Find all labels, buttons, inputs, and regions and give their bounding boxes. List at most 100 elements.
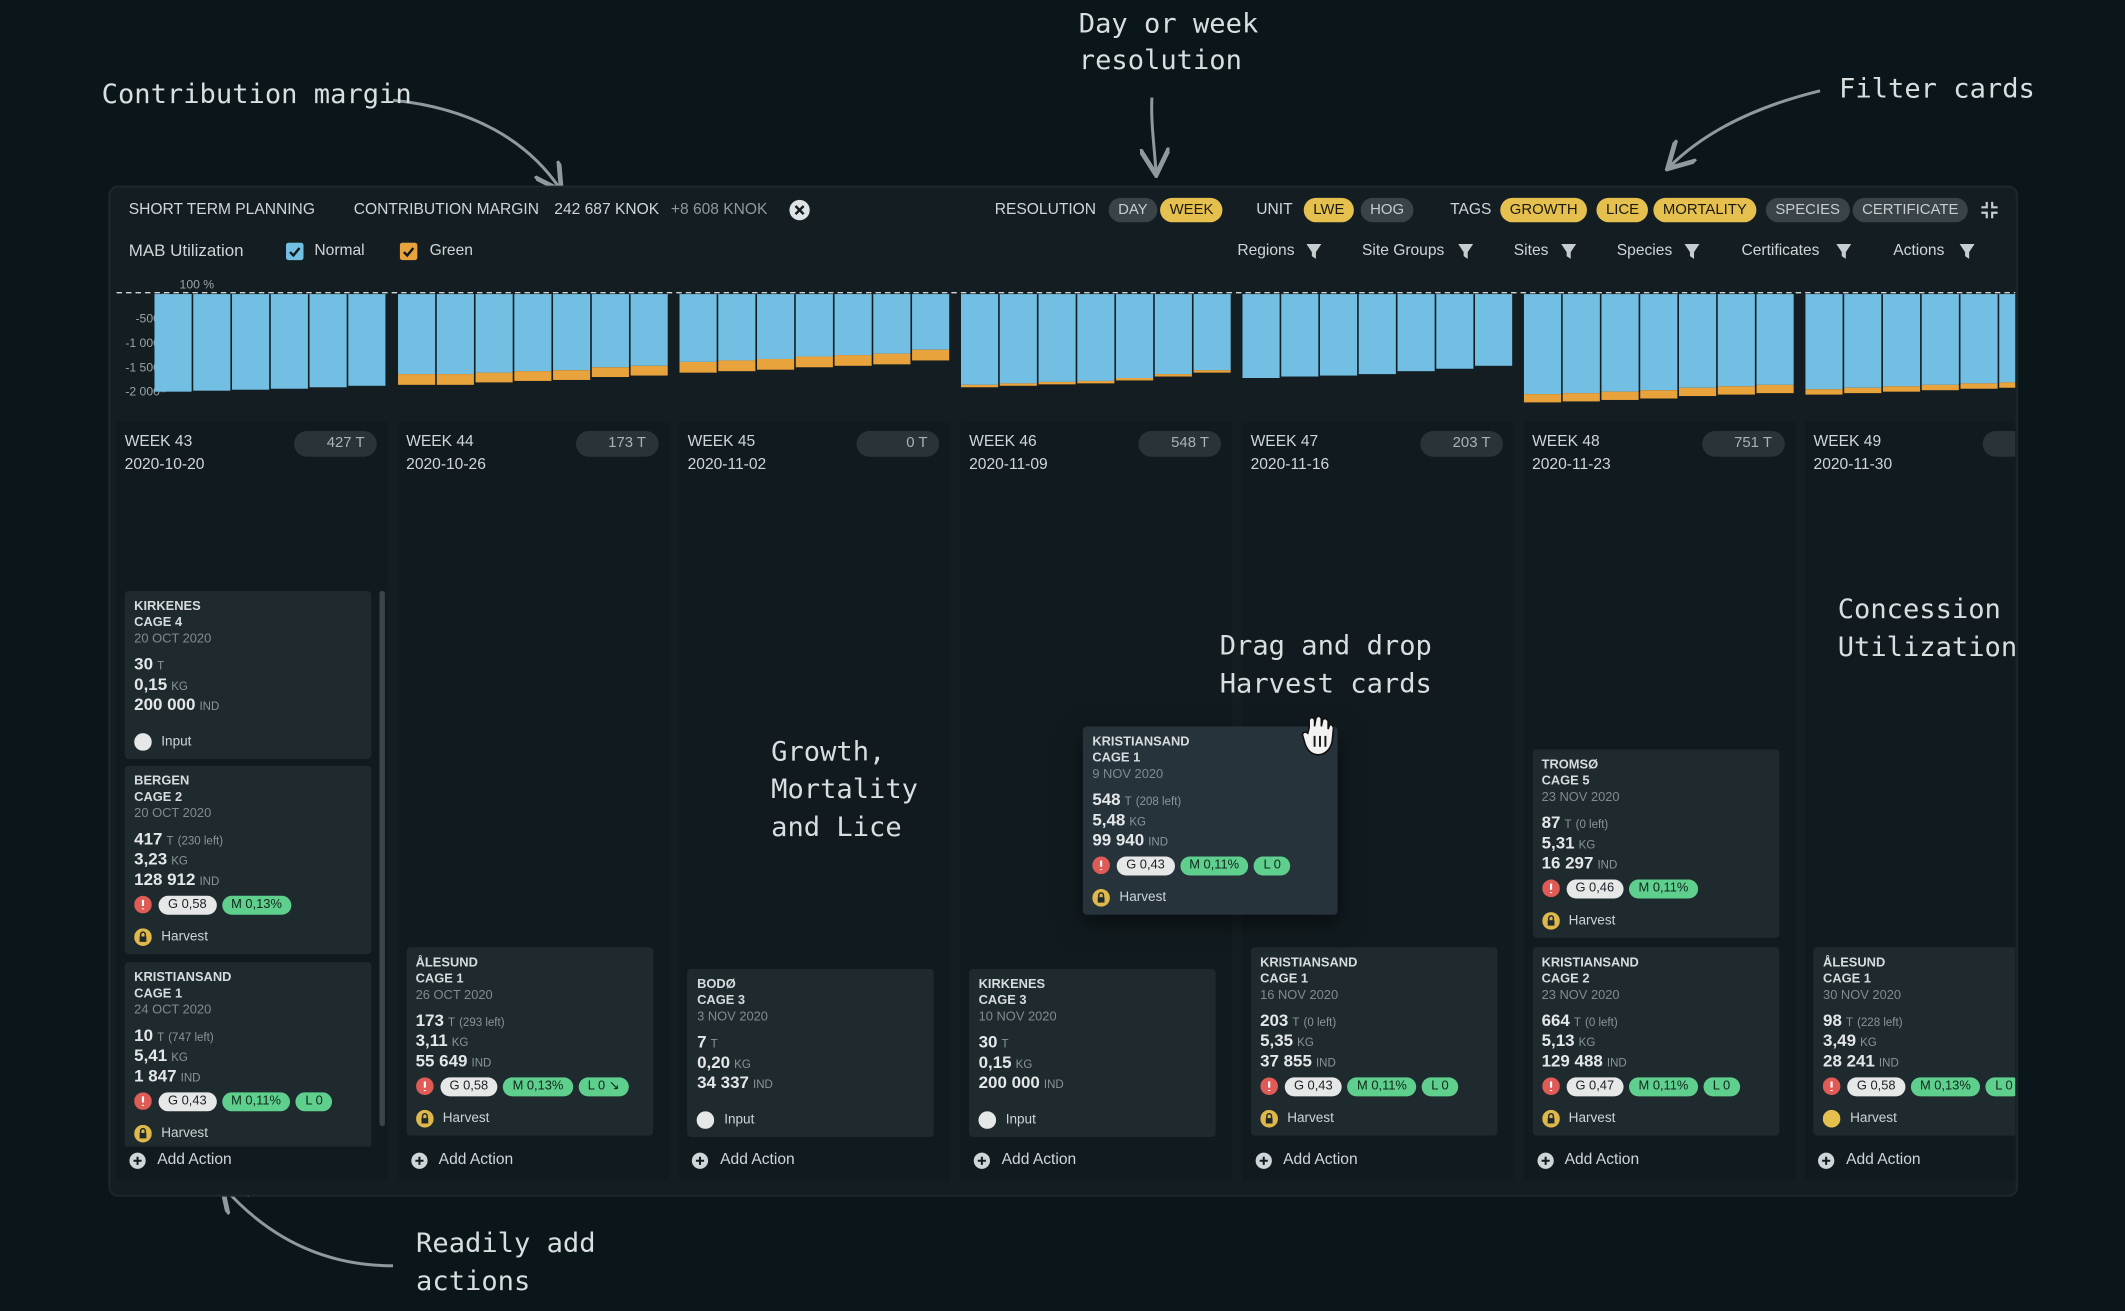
indicator-pill: L 0 bbox=[295, 1091, 333, 1111]
cursor-shape bbox=[1301, 715, 1335, 756]
legend-checkbox[interactable] bbox=[399, 242, 418, 261]
metric-unit: KG bbox=[1129, 814, 1147, 829]
checkbox-box bbox=[399, 242, 418, 261]
card-metric: 129 488 IND bbox=[1542, 1050, 1627, 1073]
tag[interactable]: CERTIFICATE bbox=[1852, 197, 1968, 223]
collapse-button[interactable] bbox=[1980, 201, 1999, 220]
y-tick-label: 100 % bbox=[180, 278, 215, 292]
bar-segment bbox=[960, 384, 999, 388]
harvest-card[interactable]: KRISTIANSAND CAGE 1 24 OCT 2020 10 T (747 lef… bbox=[124, 962, 372, 1147]
tag[interactable]: LICE bbox=[1596, 197, 1649, 223]
input-card[interactable]: KIRKENES CAGE 4 20 OCT 2020 30 T 0,15 KG 200 00… bbox=[124, 590, 372, 759]
card-metric: 1 847 IND bbox=[134, 1065, 200, 1088]
tag[interactable]: MORTALITY bbox=[1653, 197, 1757, 223]
lock-shackle bbox=[1547, 915, 1554, 921]
metric-unit: T bbox=[710, 1036, 718, 1051]
harvest-card[interactable]: ÅLESUND CAGE 1 30 NOV 2020 98 T (228 left) 3,4… bbox=[1813, 947, 2016, 1136]
plus bbox=[1540, 1156, 1550, 1165]
metric-value: 0,20 bbox=[697, 1053, 731, 1072]
card-site: BERGEN bbox=[134, 773, 190, 789]
card-action: Input bbox=[1005, 1112, 1036, 1128]
metric-value: 5,41 bbox=[134, 1046, 168, 1066]
indicator-pill: M 0,11% bbox=[1629, 1076, 1698, 1096]
card-cage: CAGE 3 bbox=[697, 993, 746, 1009]
lock-body bbox=[139, 936, 147, 942]
indicator-pill: G 0,47 bbox=[1565, 1076, 1624, 1096]
metric-unit: T bbox=[1573, 1015, 1581, 1029]
indicator-pill: G 0,43 bbox=[1116, 855, 1175, 875]
card-metric: 200 000 IND bbox=[979, 1072, 1064, 1095]
annotation: Mortality bbox=[771, 772, 918, 806]
tag[interactable]: SPECIES bbox=[1765, 197, 1850, 223]
clear-button[interactable] bbox=[789, 199, 811, 221]
add-action[interactable]: Add Action bbox=[157, 1151, 232, 1169]
toggle-option[interactable]: LWE bbox=[1303, 197, 1354, 223]
bar-segment bbox=[1756, 294, 1794, 385]
legend-checkbox[interactable] bbox=[285, 242, 304, 261]
bar-segment bbox=[757, 358, 795, 370]
harvest-card[interactable]: KRISTIANSAND CAGE 1 16 NOV 2020 203 T (0 left… bbox=[1250, 947, 1498, 1136]
filter[interactable]: Certificates bbox=[1741, 242, 1820, 259]
add-action[interactable]: Add Action bbox=[720, 1151, 795, 1169]
lock-icon bbox=[134, 1124, 152, 1143]
bar-segment bbox=[1562, 393, 1600, 402]
arrow bbox=[1152, 97, 1156, 173]
toggle-option[interactable]: WEEK bbox=[1160, 197, 1223, 223]
filter[interactable]: Actions bbox=[1893, 242, 1945, 259]
week-label: WEEK 45 bbox=[687, 433, 756, 450]
filter[interactable]: Regions bbox=[1237, 242, 1295, 259]
week-label: WEEK 48 bbox=[1532, 433, 1600, 450]
lock-body bbox=[139, 1132, 147, 1139]
add-action[interactable]: Add Action bbox=[1001, 1151, 1077, 1169]
bar-segment bbox=[1717, 386, 1755, 395]
indicator-pill: M 0,11% bbox=[1179, 855, 1249, 875]
harvest-card[interactable]: ÅLESUND CAGE 1 26 OCT 2020 173 T (293 left) 3,… bbox=[406, 947, 653, 1136]
annotation: Growth, bbox=[771, 734, 886, 768]
harvest-card[interactable]: TROMSØ CAGE 5 23 NOV 2020 87 T (0 left) 5,31 KG… bbox=[1532, 749, 1779, 938]
add-action[interactable]: Add Action bbox=[1564, 1151, 1640, 1169]
indicator-pill: G 0,58 bbox=[1847, 1076, 1906, 1096]
card-list: KRISTIANSAND CAGE 1 16 NOV 2020 203 T (0 left… bbox=[111, 188, 2015, 1146]
metric-value: 664 bbox=[1541, 1011, 1570, 1030]
lock-shackle bbox=[1098, 892, 1105, 898]
filter[interactable]: Sites bbox=[1513, 242, 1549, 259]
utilization-badge: 203 T bbox=[1420, 430, 1503, 457]
card-action: Input bbox=[724, 1112, 755, 1128]
metric-unit: T bbox=[1845, 1015, 1854, 1029]
harvest-card[interactable]: BERGEN CAGE 2 20 OCT 2020 417 T (230 left) 3,2… bbox=[124, 765, 372, 955]
bar-segment bbox=[1960, 294, 1998, 384]
add-action[interactable]: Add Action bbox=[1846, 1151, 1921, 1169]
input-card[interactable]: KIRKENES CAGE 3 10 NOV 2020 30 T 0,15 KG 200 00… bbox=[969, 968, 1216, 1138]
toggle-option[interactable]: DAY bbox=[1108, 197, 1158, 223]
filter[interactable]: Site Groups bbox=[1362, 242, 1445, 259]
add-action[interactable]: Add Action bbox=[438, 1151, 514, 1169]
checkmark bbox=[289, 247, 301, 258]
harvest-card[interactable]: KRISTIANSAND CAGE 2 23 NOV 2020 664 T (0 left… bbox=[1532, 947, 1779, 1136]
card-metric: 200 000 IND bbox=[134, 694, 219, 717]
add-action[interactable]: Add Action bbox=[1283, 1151, 1358, 1169]
card-metric: 0,15 KG bbox=[979, 1052, 1033, 1075]
card-cage: CAGE 1 bbox=[415, 971, 464, 987]
bar-segment bbox=[475, 294, 513, 373]
metric-unit: KG bbox=[451, 1035, 469, 1049]
indicator-pill: L 0 bbox=[1703, 1076, 1740, 1096]
card-date: 16 NOV 2020 bbox=[1260, 987, 1339, 1003]
week-date: 2020-11-02 bbox=[687, 456, 767, 473]
metric-unit: IND bbox=[471, 1055, 492, 1070]
card-date: 3 NOV 2020 bbox=[697, 1009, 768, 1025]
tag[interactable]: GROWTH bbox=[1500, 197, 1588, 223]
card-metric: 203 T (0 left) bbox=[1260, 1010, 1336, 1033]
card-cage: CAGE 1 bbox=[1092, 750, 1141, 766]
card-cage: CAGE 1 bbox=[1260, 971, 1309, 987]
bar-segment bbox=[679, 361, 717, 373]
toggle-option[interactable]: HOG bbox=[1360, 197, 1414, 223]
add-icon bbox=[692, 1152, 709, 1169]
filter[interactable]: Species bbox=[1616, 242, 1673, 259]
bar-segment bbox=[591, 294, 629, 368]
bar-segment bbox=[1077, 294, 1115, 381]
bar-segment bbox=[398, 374, 436, 385]
metric-value: 3,23 bbox=[134, 849, 168, 869]
indicator-pill: G 0,58 bbox=[440, 1076, 498, 1096]
